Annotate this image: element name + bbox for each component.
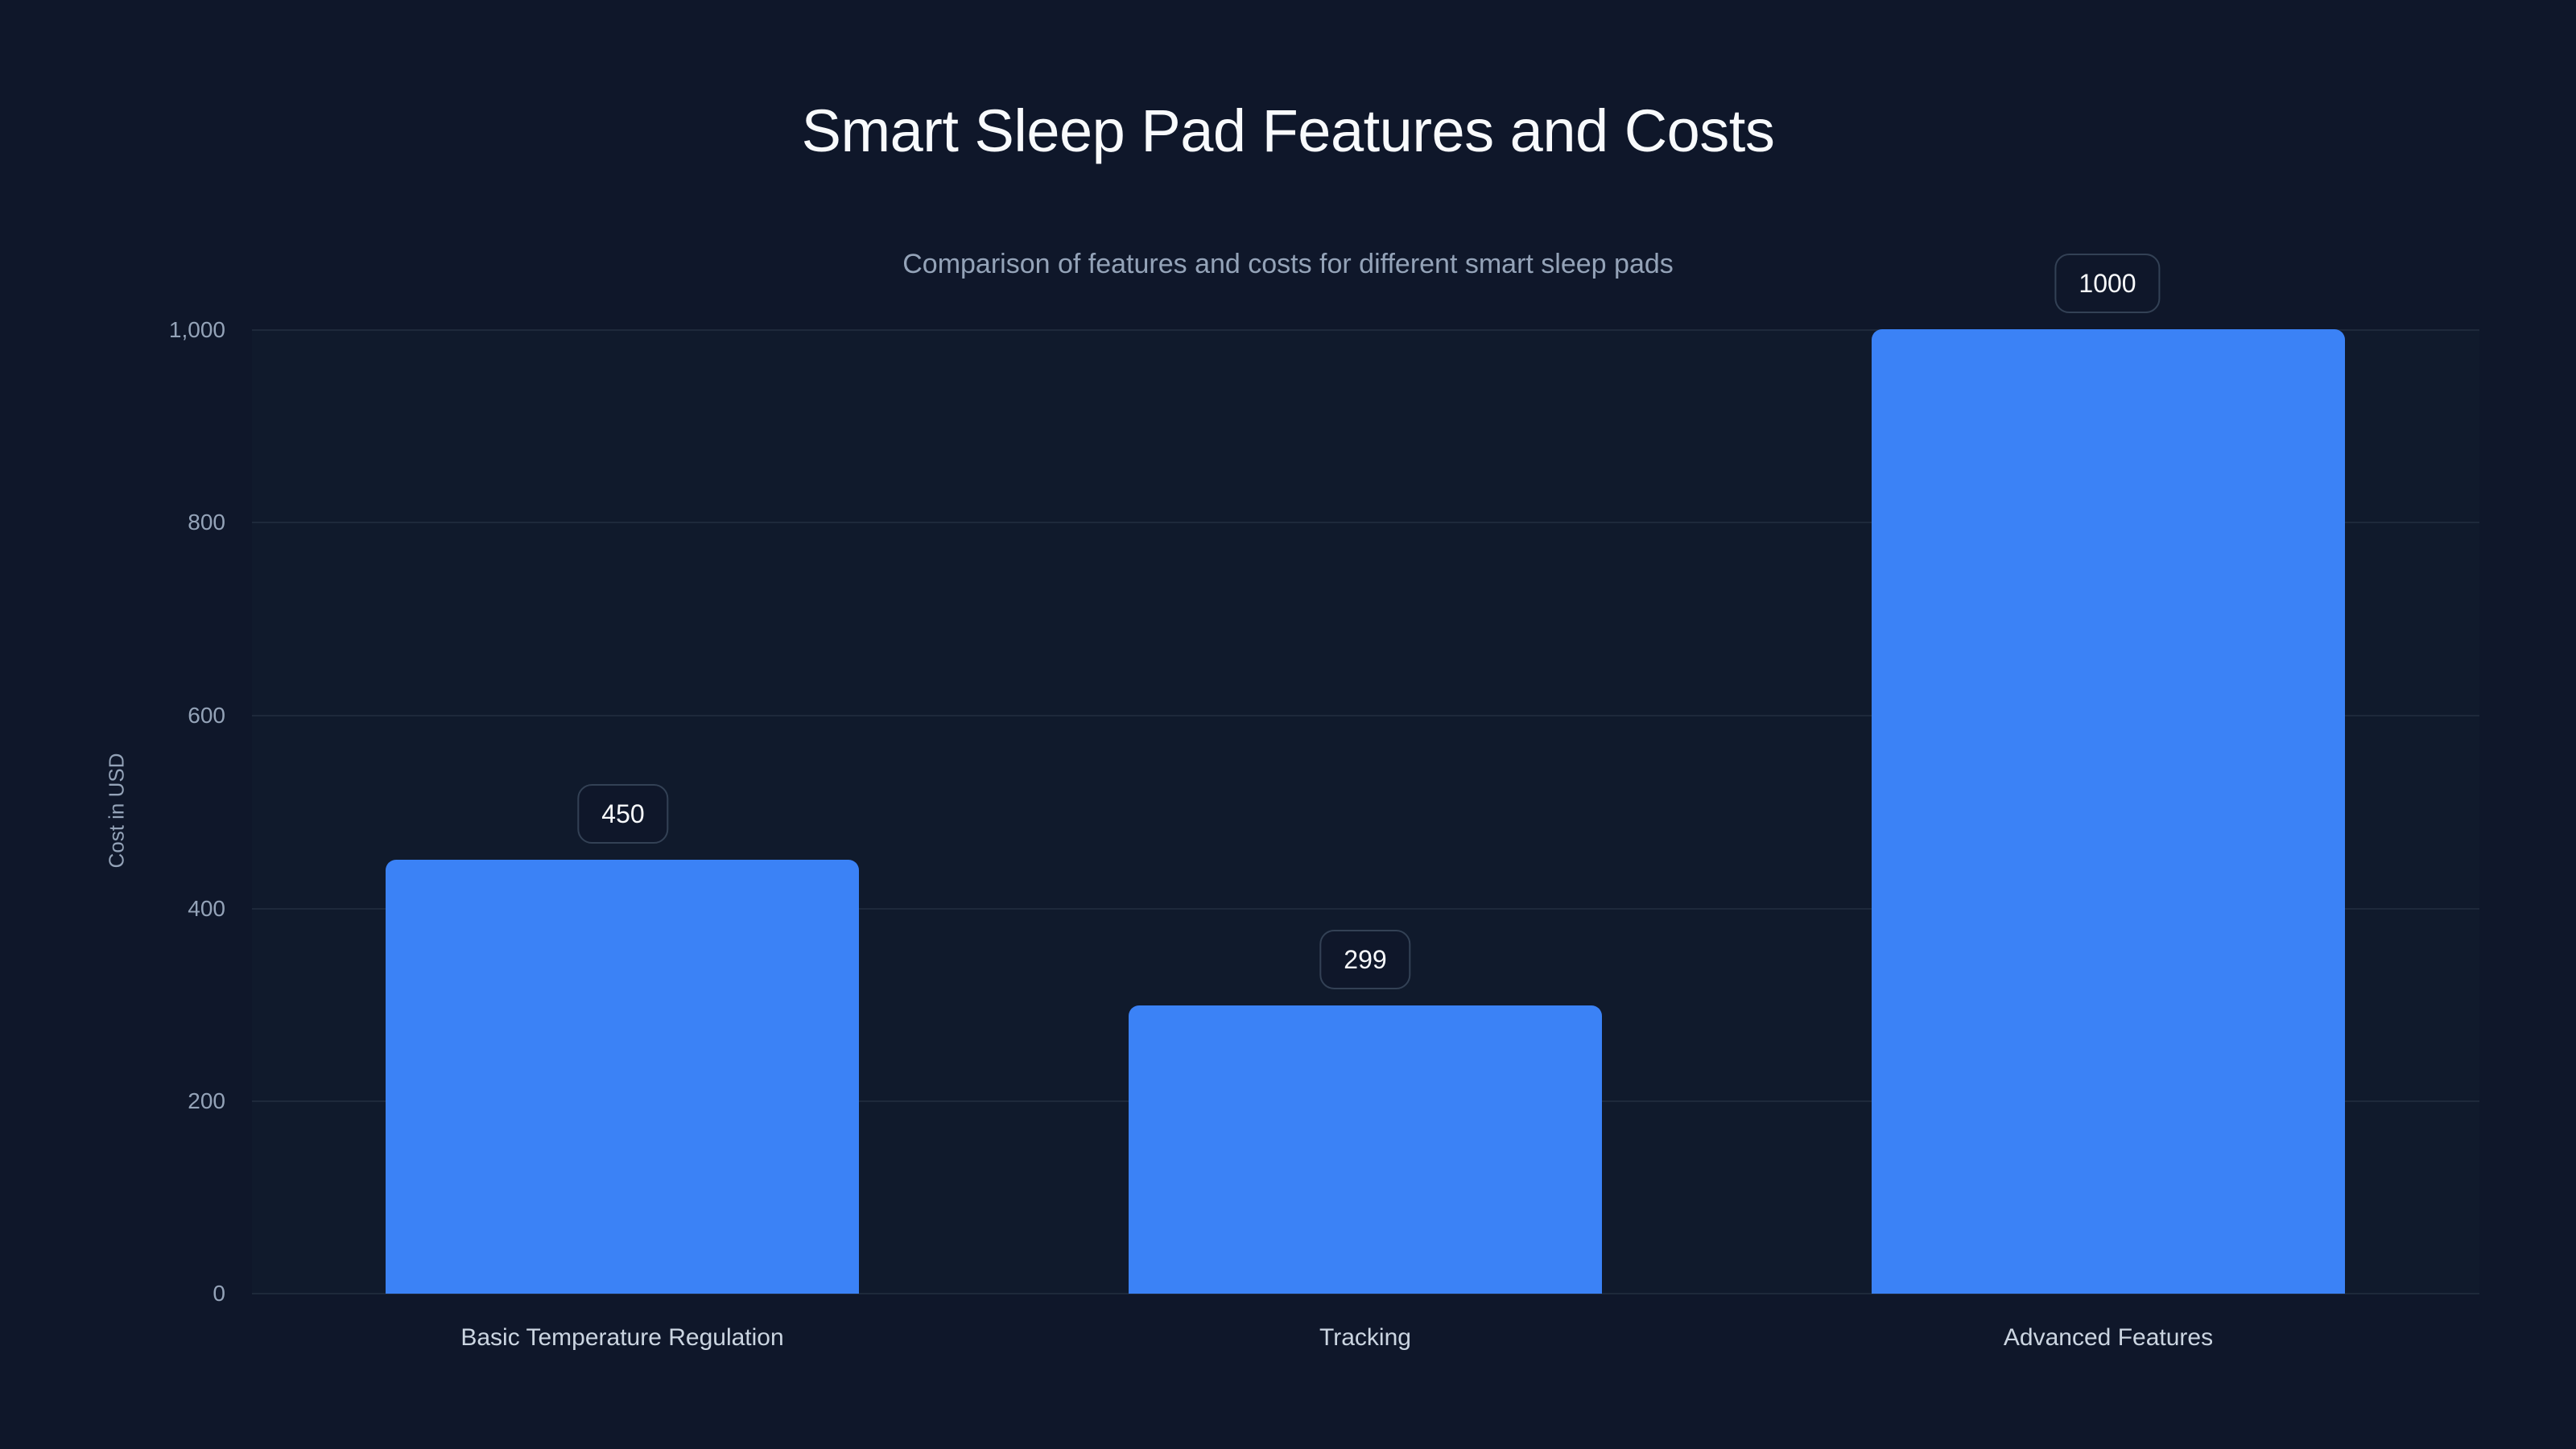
- y-tick-label: 0: [213, 1281, 225, 1306]
- gridline-600: [252, 715, 2479, 716]
- chart-subtitle: Comparison of features and costs for dif…: [902, 249, 1674, 279]
- gridline-1000: [252, 329, 2479, 331]
- bar-value-label: 299: [1319, 930, 1411, 989]
- y-tick-label: 600: [188, 703, 225, 728]
- bar-tracking[interactable]: [1129, 1005, 1602, 1294]
- y-axis-label: Cost in USD: [104, 753, 129, 869]
- bar-value-label: 1000: [2054, 254, 2161, 313]
- y-tick-label: 800: [188, 510, 225, 535]
- y-tick-label: 400: [188, 896, 225, 921]
- chart-title: Smart Sleep Pad Features and Costs: [801, 97, 1775, 164]
- y-tick-label: 200: [188, 1088, 225, 1113]
- gridline-400: [252, 908, 2479, 910]
- x-tick-label: Tracking: [1319, 1324, 1411, 1351]
- bar-basic-temperature-regulation[interactable]: [386, 860, 859, 1294]
- x-tick-label: Advanced Features: [2003, 1324, 2214, 1351]
- x-axis-baseline: [252, 1293, 2479, 1294]
- x-tick-label: Basic Temperature Regulation: [460, 1324, 784, 1351]
- bar-advanced-features[interactable]: [1872, 329, 2345, 1294]
- y-tick-label: 1,000: [168, 317, 225, 342]
- bar-value-label: 450: [577, 784, 669, 844]
- gridline-800: [252, 522, 2479, 523]
